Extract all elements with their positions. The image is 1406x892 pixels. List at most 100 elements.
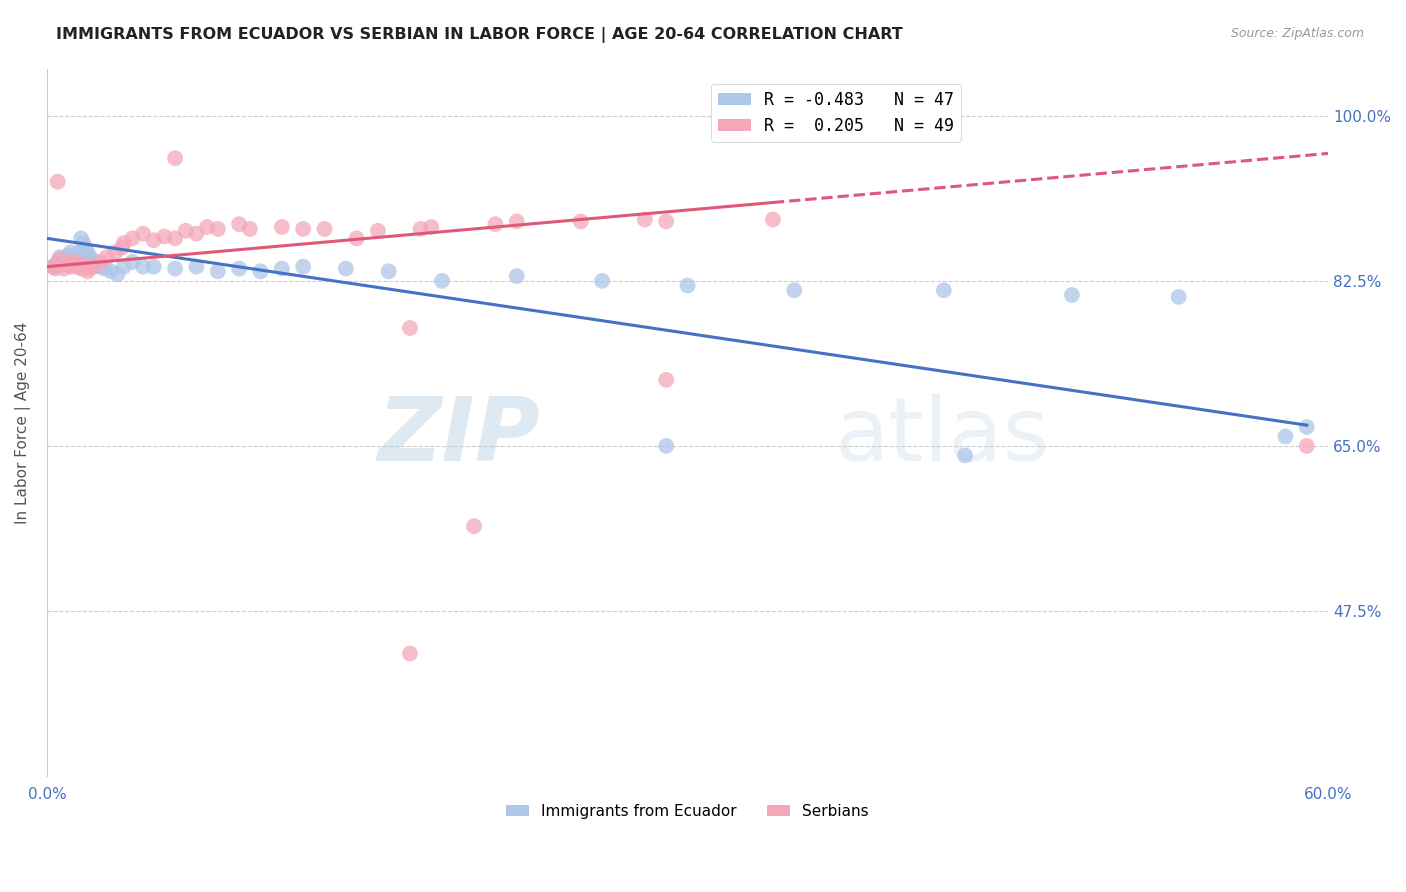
Point [420,220,443,235]
Point [63,255,86,269]
Point [655,373,678,387]
Point [762,212,785,227]
Point [634,212,657,227]
Point [1274,429,1296,443]
Point [93,261,115,276]
Point [83,255,105,269]
Point [292,260,315,274]
Point [270,261,292,276]
Point [59,245,82,260]
Point [142,233,165,247]
Point [63,255,86,269]
Point [58,248,80,262]
Point [132,260,155,274]
Point [51,258,73,272]
Point [84,258,107,272]
Point [62,250,84,264]
Point [655,214,678,228]
Point [249,264,271,278]
Point [53,257,76,271]
Text: IMMIGRANTS FROM ECUADOR VS SERBIAN IN LABOR FORCE | AGE 20-64 CORRELATION CHART: IMMIGRANTS FROM ECUADOR VS SERBIAN IN LA… [56,27,903,43]
Point [1167,290,1189,304]
Point [46,175,69,189]
Point [104,245,127,260]
Point [430,274,453,288]
Point [46,255,69,269]
Point [292,222,315,236]
Point [165,231,187,245]
Point [66,257,89,271]
Point [377,264,399,278]
Point [153,229,176,244]
Point [239,222,262,236]
Point [335,261,357,276]
Point [484,217,506,231]
Legend: Immigrants from Ecuador, Serbians: Immigrants from Ecuador, Serbians [501,798,875,825]
Text: ZIP: ZIP [377,393,540,480]
Point [67,245,90,260]
Point [83,260,105,274]
Text: atlas: atlas [835,393,1050,480]
Point [1060,288,1083,302]
Point [367,224,389,238]
Point [107,267,129,281]
Point [270,220,292,235]
Point [1295,439,1317,453]
Point [953,449,976,463]
Point [67,260,90,274]
Point [655,439,678,453]
Point [174,224,197,238]
Point [228,217,250,231]
Point [569,214,592,228]
Text: Source: ZipAtlas.com: Source: ZipAtlas.com [1230,27,1364,40]
Y-axis label: In Labor Force | Age 20-64: In Labor Force | Age 20-64 [15,321,31,524]
Point [506,269,529,284]
Point [121,231,143,245]
Point [75,241,97,255]
Point [70,231,93,245]
Point [111,241,134,255]
Point [591,274,613,288]
Point [676,278,699,293]
Point [112,260,135,274]
Point [49,252,72,266]
Point [186,260,208,274]
Point [409,222,432,236]
Point [79,250,101,264]
Point [80,252,103,266]
Point [72,258,94,272]
Point [53,261,76,276]
Point [55,257,77,271]
Point [42,260,65,274]
Point [58,255,80,269]
Point [72,236,94,251]
Point [399,647,422,661]
Point [121,255,143,269]
Point [76,264,98,278]
Point [932,283,955,297]
Point [399,321,422,335]
Point [100,264,122,278]
Point [195,220,218,235]
Point [165,261,187,276]
Point [70,261,93,276]
Point [55,250,77,264]
Point [96,250,118,264]
Point [506,214,529,228]
Point [89,260,111,274]
Point [207,264,229,278]
Point [46,257,69,271]
Point [75,260,97,274]
Point [132,227,155,241]
Point [51,252,73,266]
Point [1295,420,1317,434]
Point [44,261,66,276]
Point [228,261,250,276]
Point [59,260,82,274]
Point [89,255,111,269]
Point [314,222,336,236]
Point [186,227,208,241]
Point [76,245,98,260]
Point [165,151,187,165]
Point [142,260,165,274]
